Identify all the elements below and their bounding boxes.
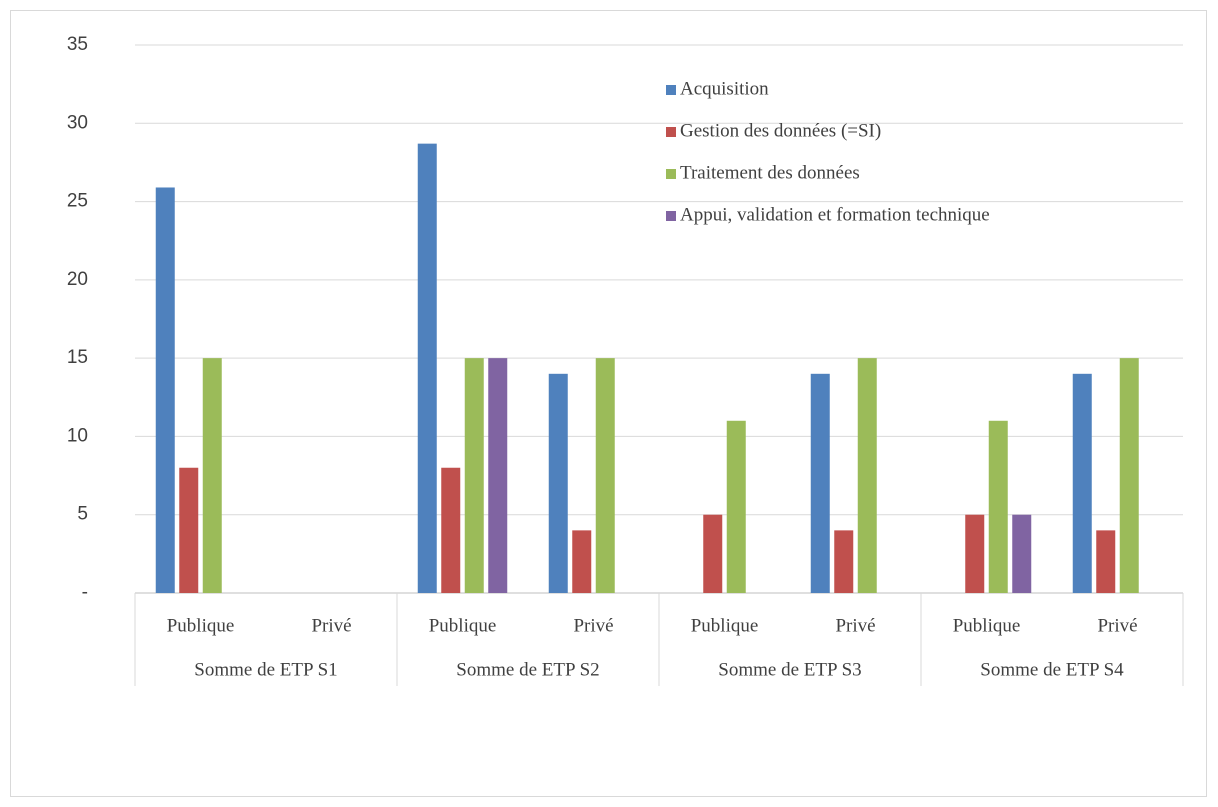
x-tick-label: Publique [691,615,759,636]
bar [1119,358,1139,593]
bar [1072,373,1092,593]
group-label: Somme de ETP S1 [194,659,337,680]
bar [965,514,985,593]
x-tick-label: Privé [1097,615,1137,636]
y-tick-label: 25 [67,191,88,212]
group-label: Somme de ETP S2 [456,659,599,680]
y-tick-label: 10 [67,425,88,446]
y-tick-label: 15 [67,347,88,368]
bar [548,373,568,593]
bar [155,187,175,594]
x-tick-label: Publique [429,615,497,636]
x-tick-label: Privé [311,615,351,636]
bar [1012,514,1032,593]
bar [857,358,877,593]
x-tick-label: Publique [167,615,235,636]
bar [703,514,723,593]
bar [988,420,1008,593]
y-tick-label: 35 [67,34,88,55]
bar [464,358,484,593]
x-tick-label: Publique [953,615,1021,636]
x-tick-label: Privé [573,615,613,636]
legend-marker [666,85,676,95]
y-tick-label: 30 [67,112,88,133]
bar [202,358,222,593]
bar [834,530,854,593]
y-tick-label: - [82,582,88,603]
bar [810,373,830,593]
group-label: Somme de ETP S4 [980,659,1124,680]
bar [572,530,592,593]
legend-marker [666,127,676,137]
legend-marker [666,211,676,221]
bar [1096,530,1116,593]
legend-label: Gestion des données (=SI) [680,120,881,141]
bar [179,467,199,593]
bar [595,358,615,593]
legend-marker [666,169,676,179]
bar [488,358,508,593]
bar [726,420,746,593]
bar [441,467,461,593]
x-tick-label: Privé [835,615,875,636]
y-tick-label: 5 [77,504,88,525]
bar [417,143,437,593]
legend-label: Acquisition [680,78,769,99]
group-label: Somme de ETP S3 [718,659,861,680]
legend-label: Appui, validation et formation technique [680,204,990,225]
legend-label: Traitement des données [680,162,860,183]
y-tick-label: 20 [67,269,88,290]
